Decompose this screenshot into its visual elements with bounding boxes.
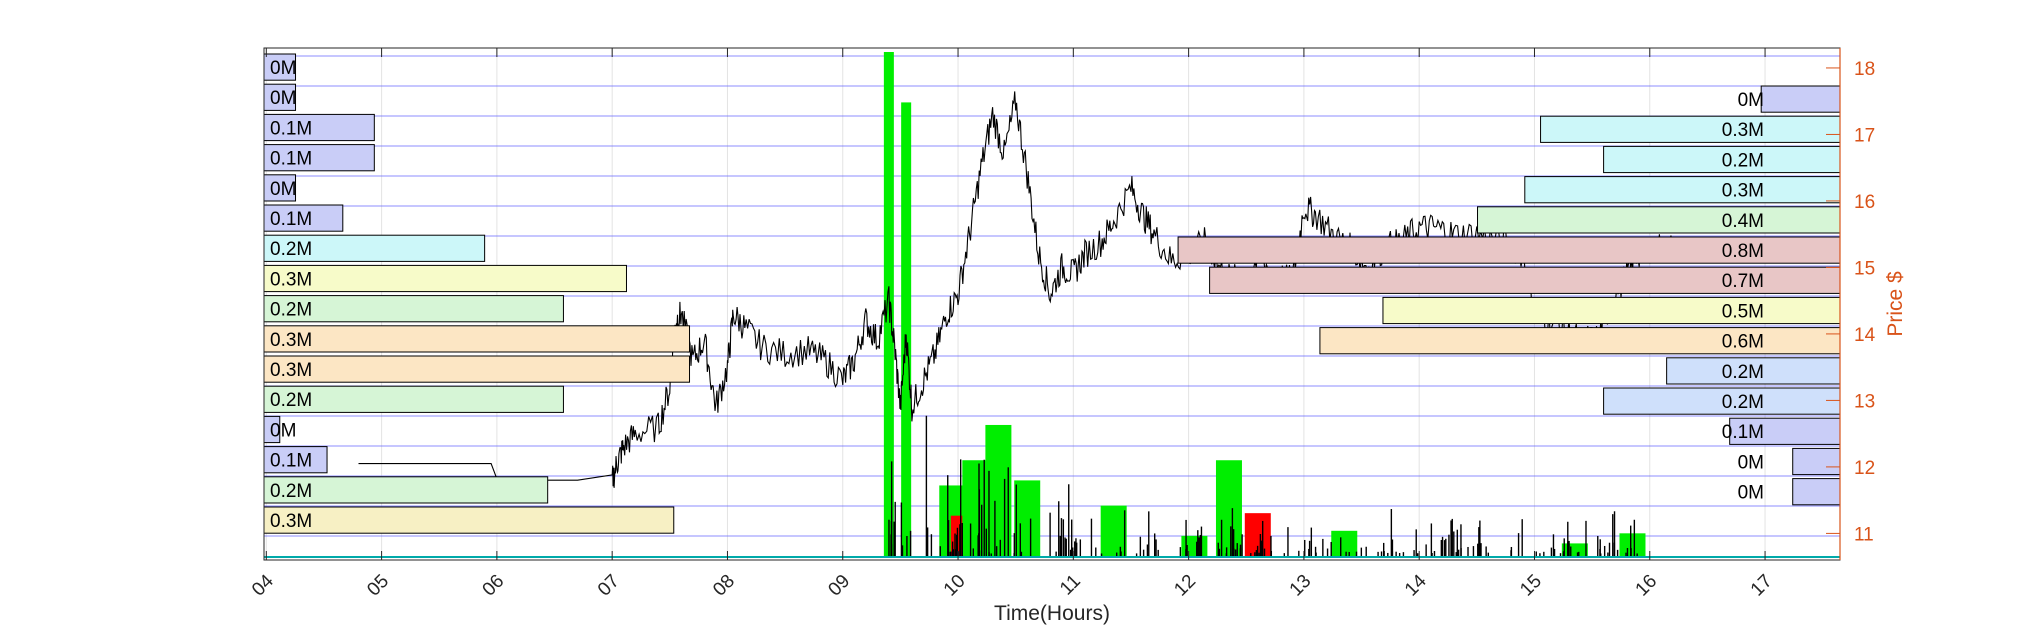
vp-right-bar — [1792, 478, 1841, 506]
vp-right-label: 0M — [1738, 452, 1764, 473]
vp-right-bar — [1382, 296, 1841, 325]
vp-right-label: 0.4M — [1722, 211, 1764, 232]
volume-bar — [1014, 480, 1041, 556]
volume-bar — [1215, 460, 1242, 556]
vp-right-bar — [1524, 176, 1841, 204]
vp-right-label: 0.5M — [1722, 301, 1764, 322]
vp-left-bar — [263, 476, 549, 504]
price-line-layer — [358, 91, 1674, 488]
vp-left-label: 0.1M — [270, 149, 312, 170]
volume-bar — [1100, 505, 1127, 556]
vp-right-label: 0.8M — [1722, 241, 1764, 262]
y-tick-label: 17 — [1854, 125, 1875, 146]
vp-left-bar — [263, 355, 691, 383]
y-tick-label: 16 — [1854, 192, 1875, 213]
vp-left-bar — [263, 385, 564, 413]
vp-right-label: 0.2M — [1722, 150, 1764, 171]
vp-right-bar — [1603, 387, 1841, 415]
volume-bar — [901, 102, 912, 557]
vp-left-label: 0.3M — [270, 360, 312, 381]
vp-right-bar — [1603, 145, 1841, 174]
vp-left-label: 0.2M — [270, 300, 312, 321]
vp-left-label: 0.2M — [270, 481, 312, 502]
vp-right-label: 0.2M — [1722, 362, 1764, 383]
vp-left-label: 0M — [270, 88, 296, 109]
y-axis-right: 11 12 13 14 15 16 17 18 — [1826, 48, 1876, 560]
y-tick-label: 14 — [1854, 325, 1876, 346]
vp-left-bar — [263, 83, 297, 111]
vp-right-bar — [1666, 357, 1841, 385]
vp-left-bar — [263, 53, 297, 81]
price-line — [358, 91, 1674, 488]
volume-profile-left: 0M 0M 0.1M 0.1M 0M 0.1M 0.2M 0.3M 0.2M 0.3M 0.3M 0.… — [263, 53, 691, 534]
vp-right-bar — [1209, 266, 1841, 294]
vp-left-bar — [263, 144, 375, 172]
y-tick-label: 13 — [1854, 391, 1875, 412]
y-tick-label: 18 — [1854, 59, 1875, 80]
volume-bar — [1331, 530, 1358, 556]
vp-left-bar — [263, 204, 344, 232]
vp-left-bar — [263, 506, 675, 534]
vp-left-label: 0.3M — [270, 269, 312, 290]
vp-left-label: 0.1M — [270, 209, 312, 230]
vp-left-bar — [263, 325, 691, 353]
vp-left-label: 0M — [270, 58, 296, 79]
x-axis-title: Time(Hours) — [994, 602, 1110, 625]
vp-right-bar — [1540, 115, 1841, 143]
vp-right-label: 0.6M — [1722, 332, 1764, 353]
vp-right-label: 0.2M — [1722, 392, 1764, 413]
vp-right-label: 0M — [1738, 483, 1764, 504]
y-tick-label: 11 — [1854, 524, 1874, 545]
vp-left-label: 0.2M — [270, 390, 312, 411]
volume-bar — [1561, 543, 1588, 556]
volume-bar — [985, 424, 1012, 556]
vp-left-label: 0M — [270, 179, 296, 200]
vp-right-label: 0.3M — [1722, 181, 1764, 202]
vp-left-bar — [263, 446, 328, 474]
vp-right-bar — [1319, 327, 1841, 355]
y-axis-title-right: Price $ — [1884, 271, 1907, 337]
vp-right-bar — [1760, 85, 1841, 113]
vp-left-label: 0.1M — [270, 451, 312, 472]
vp-left-bar — [263, 234, 486, 262]
y-tick-label: 15 — [1854, 258, 1875, 279]
vp-left-label: 0.2M — [270, 239, 312, 260]
vp-left-bar — [263, 264, 627, 293]
vp-left-label: 0.3M — [270, 330, 312, 351]
vp-right-label: 0.1M — [1722, 422, 1764, 443]
volume-bar — [1619, 533, 1646, 556]
y-tick-label: 12 — [1854, 458, 1875, 479]
vp-right-label: 0.3M — [1722, 120, 1764, 141]
vp-right-label: 0M — [1738, 90, 1764, 111]
vp-right-bar — [1792, 447, 1841, 476]
vp-left-label: 0.1M — [270, 118, 312, 139]
vp-right-bar — [1477, 206, 1841, 234]
vp-right-label: 0.7M — [1722, 271, 1764, 292]
vp-left-label: 0M — [270, 420, 296, 441]
vp-right-bar — [1177, 236, 1841, 264]
vp-left-label: 0.3M — [270, 511, 312, 532]
